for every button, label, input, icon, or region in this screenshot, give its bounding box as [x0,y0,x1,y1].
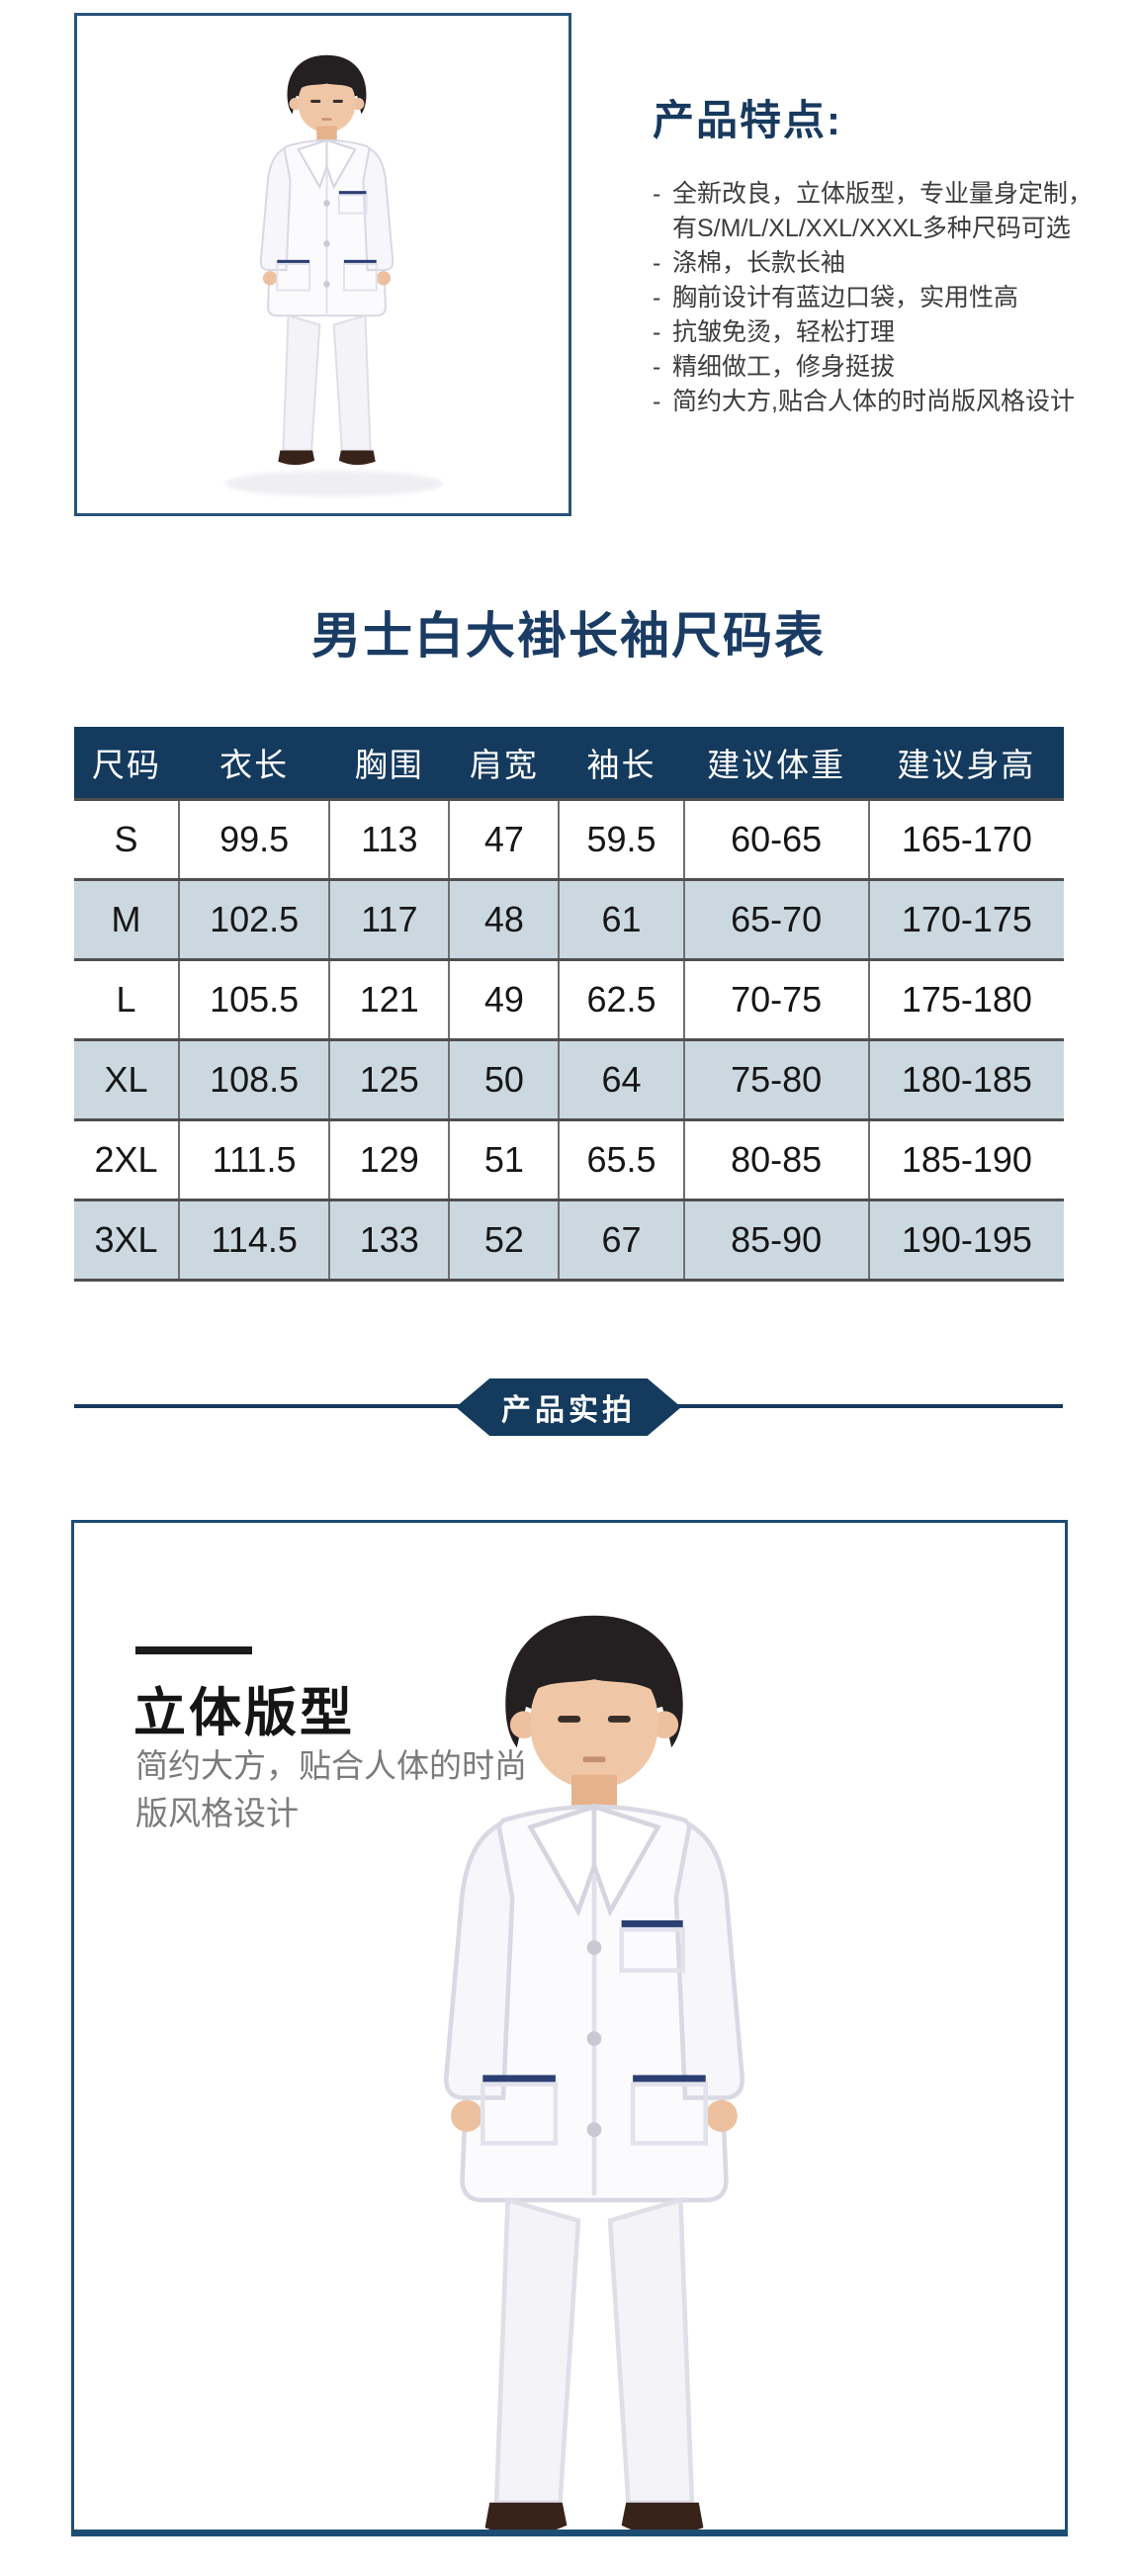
table-row: M 102.5 117 48 61 65-70 170-175 [74,878,1064,960]
table-cell-shoulder: 50 [448,1038,560,1120]
feature-item: - 简约大方,贴合人体的时尚版风格设计 [653,385,1117,419]
feature-text: 抗皱免烫，轻松打理 [672,318,896,346]
section-divider: 产品实拍 [74,1378,1063,1438]
table-cell-shoulder: 51 [448,1118,560,1200]
table-cell-sleeve: 61 [558,878,684,960]
table-cell-sleeve: 65.5 [558,1118,684,1200]
table-cell-weight: 75-80 [682,1038,869,1120]
table-cell-weight: 80-85 [682,1118,869,1200]
size-table-body: S 99.5 113 47 59.5 60-65 165-170 M 102.5… [74,798,1064,1282]
table-cell-height: 175-180 [867,958,1064,1040]
table-cell-size: M [74,878,180,960]
table-cell-height: 170-175 [867,878,1064,960]
table-cell-chest: 113 [328,798,450,880]
table-row: S 99.5 113 47 59.5 60-65 165-170 [74,798,1064,880]
feature-text: 全新改良，立体版型，专业量身定制， [672,180,1093,208]
table-cell-sleeve: 64 [558,1038,684,1120]
accent-dash [135,1646,252,1654]
table-cell-size: XL [74,1038,180,1120]
feature-text: 有S/M/L/XL/XXL/XXXL多种尺码可选 [672,215,1071,242]
table-cell-length: 99.5 [178,798,330,880]
table-cell-size: 2XL [74,1118,180,1200]
table-cell-chest: 125 [328,1038,450,1120]
table-cell-size: L [74,958,180,1040]
feature-bullet: - [653,388,661,415]
showcase-heading: 立体版型 [133,1684,355,1742]
features-panel: 产品特点: - 全新改良，立体版型，专业量身定制， 有S/M/L/XL/XXL/… [653,87,1117,419]
feature-text: 精细做工，修身挺拔 [672,353,896,381]
table-cell-chest: 133 [328,1199,450,1282]
table-cell-size: 3XL [74,1199,180,1282]
showcase-description-line1: 简约大方，贴合人体的时尚 [135,1747,527,1784]
product-photo-box [74,13,571,516]
features-list: - 全新改良，立体版型，专业量身定制， 有S/M/L/XL/XXL/XXXL多种… [653,177,1117,419]
feature-item: - 抗皱免烫，轻松打理 [653,315,1117,350]
table-cell-sleeve: 59.5 [558,798,684,880]
table-cell-length: 105.5 [178,958,330,1040]
feature-bullet: - [653,249,661,277]
table-cell-shoulder: 49 [448,958,560,1040]
feature-text: 简约大方,贴合人体的时尚版风格设计 [672,388,1075,415]
table-row: 3XL 114.5 133 52 67 85-90 190-195 [74,1199,1064,1282]
showcase-description: 简约大方，贴合人体的时尚 版风格设计 [135,1742,561,1837]
table-cell-chest: 121 [328,958,450,1040]
table-cell-height: 190-195 [867,1199,1064,1282]
feature-bullet: - [653,180,661,208]
table-cell-sleeve: 67 [558,1199,684,1282]
table-cell-weight: 60-65 [682,798,869,880]
table-cell-height: 165-170 [867,798,1064,880]
product-shots-badge: 产品实拍 [456,1378,681,1436]
table-cell-weight: 85-90 [682,1199,869,1282]
table-header-cell: 衣长 [179,727,330,800]
table-row: XL 108.5 125 50 64 75-80 180-185 [74,1038,1064,1120]
table-cell-height: 180-185 [867,1038,1064,1120]
showcase-photo-model [367,1602,822,2536]
table-cell-chest: 117 [328,878,450,960]
feature-item: - 胸前设计有蓝边口袋，实用性高 [653,281,1117,315]
size-chart-title: 男士白大褂长袖尺码表 [311,608,826,664]
table-header-cell: 建议体重 [683,727,869,800]
size-table-head: 尺码 衣长 胸围 肩宽 袖长 建议体重 建议身高 [74,727,1064,800]
feature-text: 涤棉，长款长袖 [672,249,846,277]
product-photo-model [225,34,428,500]
table-header-cell: 尺码 [74,727,180,800]
size-table: 尺码 衣长 胸围 肩宽 袖长 建议体重 建议身高 S 99.5 113 47 59.5 60… [74,727,1064,1282]
showcase-description-line2: 版风格设计 [135,1795,299,1831]
table-header-cell: 胸围 [329,727,450,800]
table-header-cell: 袖长 [559,727,684,800]
table-header-cell: 建议身高 [868,727,1064,800]
feature-text: 胸前设计有蓝边口袋，实用性高 [672,284,1019,311]
table-cell-length: 111.5 [178,1118,330,1200]
table-cell-chest: 129 [328,1118,450,1200]
table-cell-shoulder: 52 [448,1199,560,1282]
table-row: 2XL 111.5 129 51 65.5 80-85 185-190 [74,1118,1064,1200]
feature-item: - 涤棉，长款长袖 [653,246,1117,281]
table-cell-weight: 70-75 [682,958,869,1040]
feature-item: - 精细做工，修身挺拔 [653,350,1117,385]
table-cell-shoulder: 48 [448,878,560,960]
feature-item: - 全新改良，立体版型，专业量身定制， [653,177,1117,212]
table-cell-size: S [74,798,180,880]
table-header-row: 尺码 衣长 胸围 肩宽 袖长 建议体重 建议身高 [74,727,1064,800]
feature-bullet: - [653,284,661,311]
floor-shadow [225,471,443,496]
feature-item: 有S/M/L/XL/XXL/XXXL多种尺码可选 [653,212,1117,246]
table-cell-length: 108.5 [178,1038,330,1120]
features-heading: 产品特点: [653,97,842,143]
table-header-cell: 肩宽 [449,727,560,800]
table-cell-shoulder: 47 [448,798,560,880]
table-cell-length: 114.5 [178,1199,330,1282]
table-cell-length: 102.5 [178,878,330,960]
table-row: L 105.5 121 49 62.5 70-75 175-180 [74,958,1064,1040]
table-cell-height: 185-190 [867,1118,1064,1200]
feature-bullet: - [653,353,661,381]
showcase-box: 立体版型 简约大方，贴合人体的时尚 版风格设计 [71,1520,1068,2536]
feature-bullet [653,212,672,246]
table-cell-sleeve: 62.5 [558,958,684,1040]
feature-bullet: - [653,318,661,346]
table-cell-weight: 65-70 [682,878,869,960]
